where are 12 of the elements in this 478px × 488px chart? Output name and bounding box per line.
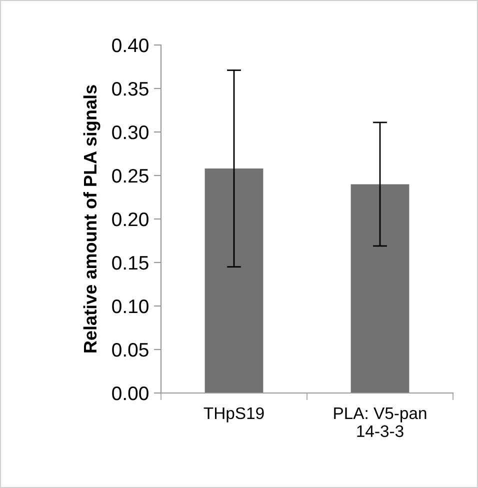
y-tick-label: 0.20: [112, 212, 148, 226]
y-tick-label: 0.30: [112, 125, 148, 140]
y-tick-label: 0.00: [112, 386, 148, 400]
y-tick-label: 0.10: [112, 299, 148, 314]
x-tick-label: PLA: V5-pan 14-3-3: [334, 408, 426, 438]
y-tick-label: 0.25: [112, 168, 148, 183]
y-axis-title: Relative amount of PLA signals: [83, 85, 100, 352]
y-tick-label: 0.40: [112, 38, 148, 52]
y-tick-label: 0.15: [112, 256, 148, 270]
y-tick-label: 0.35: [112, 82, 148, 96]
y-tick-label: 0.05: [112, 342, 148, 357]
x-tick-label: THpS19: [204, 407, 264, 422]
